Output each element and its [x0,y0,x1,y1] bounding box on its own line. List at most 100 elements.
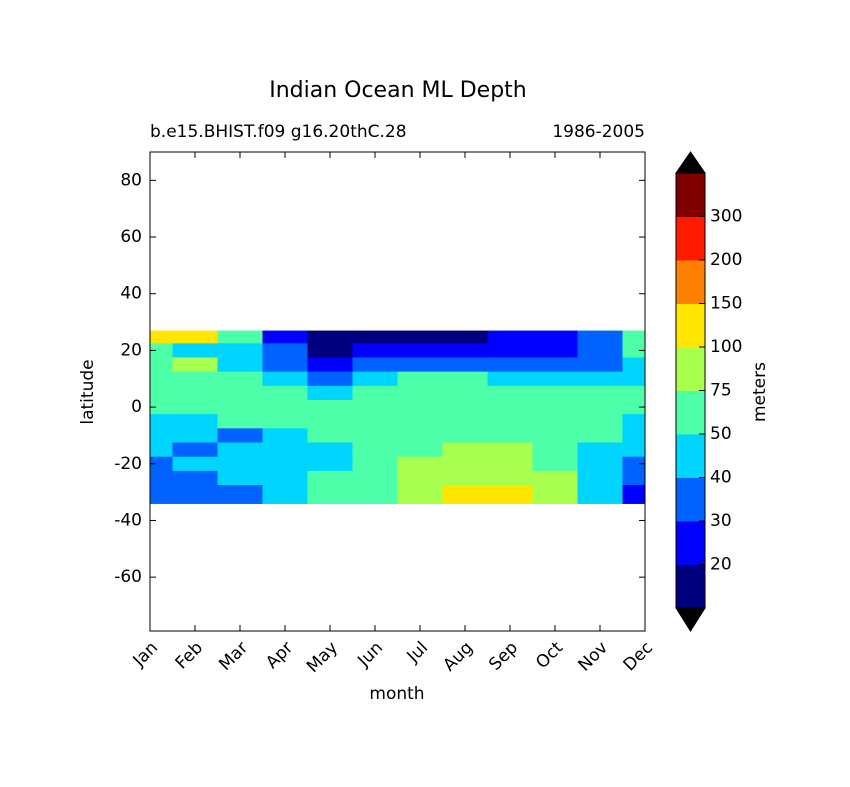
contour-cell [487,456,533,472]
colorbar-segment [676,477,705,522]
contour-cell [352,330,398,344]
colorbar-segment [676,216,705,261]
contour-cell [397,456,443,472]
contour-cell [532,357,578,373]
contour-cell [397,470,443,486]
contour-cell [217,357,263,373]
contour-cell [577,330,623,344]
subtitle-left: b.e15.BHIST.f09 g16.20thC.28 [150,122,407,142]
contour-cell [262,400,308,415]
contour-cell [397,371,443,387]
contour-cell [577,470,623,486]
contour-cell [397,428,443,444]
y-tick-label: 60 [120,227,142,247]
contour-cell [622,400,646,415]
contour-cell [172,442,218,458]
contour-cell [217,400,263,415]
contour-cell [622,470,646,486]
contour-cell [172,414,218,429]
contour-cell [217,456,263,472]
contour-cell [172,470,218,486]
contour-cell [217,385,263,401]
contour-cell [622,442,646,458]
contour-cell [442,485,488,504]
contour-cell [307,343,353,358]
contour-cell [307,456,353,472]
contour-cell [262,357,308,373]
contour-cell [150,485,173,504]
contour-cell [397,400,443,415]
contour-cell [442,414,488,429]
contour-cell [397,442,443,458]
contour-cell [352,485,398,504]
x-tick-label: Oct [532,638,567,673]
contour-cell [532,343,578,358]
contour-cell [397,414,443,429]
contour-cell [577,371,623,387]
contour-cell [217,442,263,458]
contour-cell [217,470,263,486]
contour-cell [150,400,173,415]
contour-cell [150,456,173,472]
contour-cell [217,371,263,387]
contour-cell [532,442,578,458]
x-tick-label: Nov [574,638,612,676]
x-tick-label: May [303,638,342,677]
contour-cell [150,428,173,444]
contour-cell [352,456,398,472]
colorbar-tick-label: 75 [710,381,732,401]
contour-cell [217,330,263,344]
contour-cell [150,470,173,486]
contour-cell [442,357,488,373]
y-tick-label: 40 [120,284,142,304]
colorbar-tick-label: 100 [710,337,742,357]
contour-cell [487,414,533,429]
contour-cell [307,385,353,401]
contour-cell [307,414,353,429]
contour-cell [622,385,646,401]
contour-cell [352,470,398,486]
contour-cell [532,371,578,387]
y-tick-label: -60 [114,567,142,587]
contour-cell [150,330,173,344]
contour-cell [307,371,353,387]
contour-cell [352,442,398,458]
contour-cell [262,343,308,358]
contour-cell [577,414,623,429]
colorbar-segment [676,303,705,348]
subtitle-right: 1986-2005 [552,122,645,142]
contour-cell [172,428,218,444]
contour-cell [172,330,218,344]
contour-cell [172,485,218,504]
contour-cell [307,400,353,415]
contour-cell [217,414,263,429]
contour-cell [352,385,398,401]
contour-cell [532,414,578,429]
contour-cell [217,343,263,358]
contour-cell [262,330,308,344]
contour-cell [352,343,398,358]
colorbar-segment [676,521,705,565]
contour-cell [307,330,353,344]
contour-cell [577,485,623,504]
contour-cell [622,485,646,504]
contour-cell [150,357,173,373]
contour-cell [532,400,578,415]
contour-cell [622,357,646,373]
contour-cell [397,357,443,373]
y-tick-label: 0 [131,397,142,417]
contour-cell [487,357,533,373]
colorbar-extend-bottom [675,607,706,632]
contour-cell [487,442,533,458]
contour-cell [397,343,443,358]
contour-cell [150,371,173,387]
colorbar-tick-label: 40 [710,468,732,488]
contour-cell [172,371,218,387]
contour-cell [487,428,533,444]
colorbar-tick-label: 150 [710,294,742,314]
contour-cell [150,442,173,458]
y-tick-label: -40 [114,510,142,530]
contour-cell [150,343,173,358]
colorbar-segment [676,260,705,304]
